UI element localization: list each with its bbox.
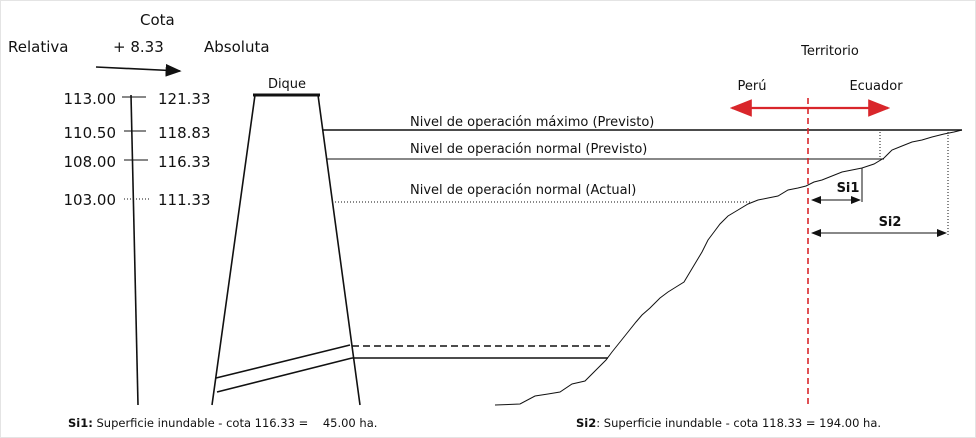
abs-level: 121.33	[158, 90, 211, 108]
footnote-label: Si1:	[68, 416, 93, 430]
level-name: Nivel de operación normal (Actual)	[410, 183, 636, 198]
territory-left: Perú	[738, 79, 767, 94]
cota: Cota	[140, 11, 175, 29]
dam-inner	[215, 344, 353, 393]
level-name: Nivel de operación máximo (Previsto)	[410, 115, 654, 130]
rel-level: 113.00	[64, 90, 117, 108]
terrain	[494, 129, 963, 406]
rel-level: 108.00	[64, 153, 117, 171]
territory-right: Ecuador	[849, 79, 903, 94]
abs-level: 118.83	[158, 124, 211, 142]
axis	[130, 94, 139, 406]
rel-level: 103.00	[64, 191, 117, 209]
si1-label: Si1	[837, 181, 860, 196]
relativa: Relativa	[8, 38, 68, 56]
territory-title: Territorio	[800, 44, 859, 59]
footnote: Si2: Superficie inundable - cota 118.33 …	[576, 416, 881, 430]
footnote: Si1: Superficie inundable - cota 116.33 …	[68, 416, 377, 430]
dam-label: Dique	[268, 77, 306, 92]
abs-level: 116.33	[158, 153, 211, 171]
arrow	[95, 63, 182, 77]
rel-level: 110.50	[64, 124, 117, 142]
footnote-text: Superficie inundable - cota 116.33 = 45.…	[93, 416, 378, 430]
abs-level: 111.33	[158, 191, 211, 209]
si2-label: Si2	[879, 215, 902, 230]
footnote-label: Si2	[576, 416, 596, 430]
absoluta: Absoluta	[204, 38, 270, 56]
footnote-text: : Superficie inundable - cota 118.33 = 1…	[596, 416, 881, 430]
level-name: Nivel de operación normal (Previsto)	[410, 142, 647, 157]
offset: + 8.33	[113, 38, 164, 56]
